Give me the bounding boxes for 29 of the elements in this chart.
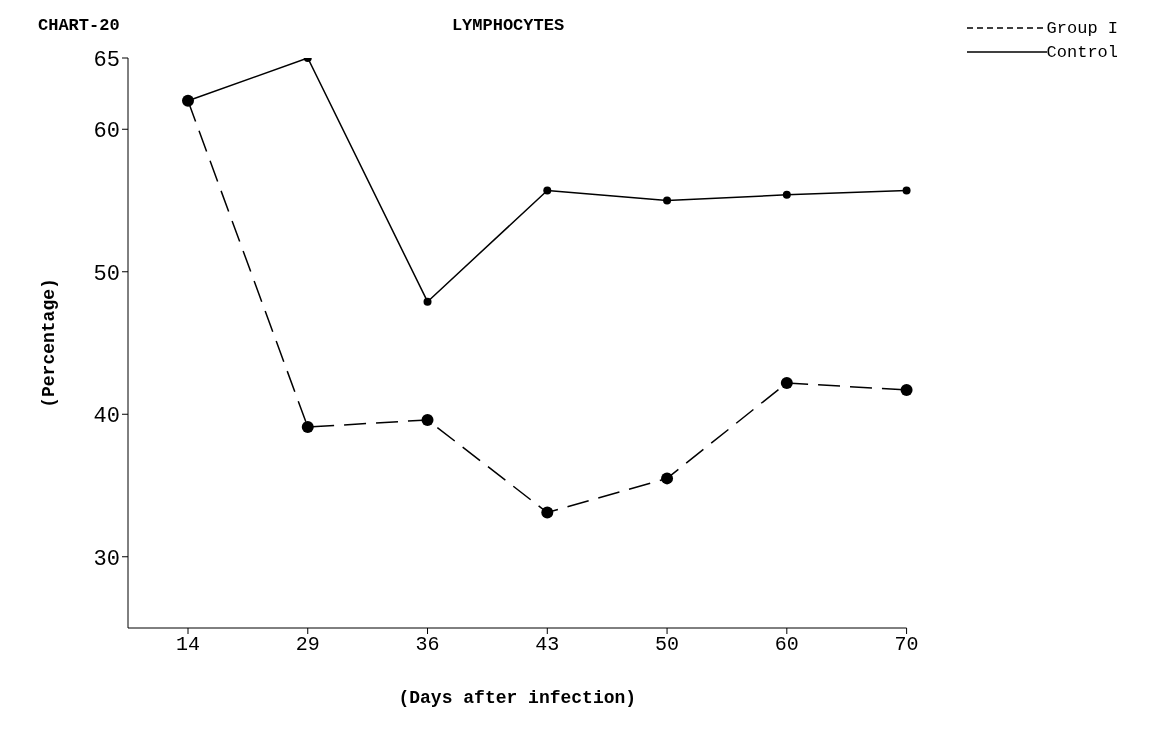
point <box>421 413 434 426</box>
text: CHART-20 <box>38 16 120 35</box>
legend-label: Control <box>1046 42 1118 62</box>
point <box>661 472 674 485</box>
x-tick-label: 29 <box>295 633 320 657</box>
y-tick-label: 50 <box>93 261 120 287</box>
y-tick-label: 65 <box>93 47 120 73</box>
point <box>900 384 913 397</box>
point <box>301 421 314 434</box>
chart-title: LYMPHOCYTES <box>450 16 566 35</box>
point <box>541 506 554 519</box>
point <box>543 186 552 195</box>
y-tick-label: 40 <box>93 404 120 430</box>
x-tick-label: 50 <box>655 633 680 657</box>
x-tick-label: 14 <box>175 633 201 657</box>
x-tick-label: 43 <box>535 633 560 657</box>
x-axis-title: (Days after infection) <box>398 688 637 708</box>
x-tick-label: 60 <box>774 633 799 657</box>
point <box>663 196 672 205</box>
x-tick-label: 36 <box>415 633 440 657</box>
legend-label: Group I <box>1046 18 1118 38</box>
y-tick-label: 60 <box>93 119 120 145</box>
point <box>782 190 791 199</box>
point <box>780 376 793 389</box>
x-tick-label: 70 <box>894 633 919 657</box>
y-axis-title: (Percentage) <box>39 278 60 408</box>
y-tick-label: 30 <box>93 546 120 572</box>
point <box>423 297 432 306</box>
point <box>902 186 911 195</box>
